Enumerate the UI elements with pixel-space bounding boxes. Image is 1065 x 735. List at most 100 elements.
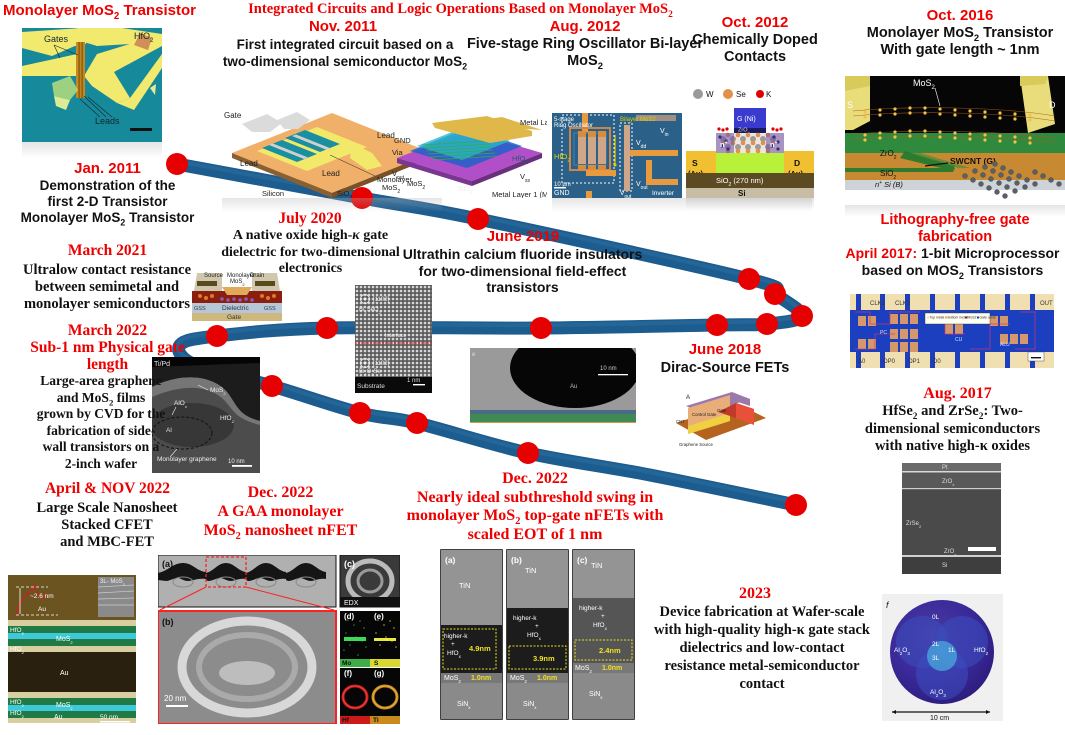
svg-text:MoS2: MoS2 [968, 316, 977, 320]
svg-text:OUT: OUT [1040, 301, 1053, 307]
svg-text:(a): (a) [162, 559, 173, 569]
svg-text:A0: A0 [858, 359, 866, 365]
svg-text:~2.6 nm: ~2.6 nm [30, 593, 54, 600]
svg-text:Si: Si [738, 189, 746, 198]
svg-text:2L: 2L [932, 641, 940, 648]
svg-text:D: D [1049, 100, 1056, 110]
svg-text:Metal Layer 2 (M2,Pd): Metal Layer 2 (M2,Pd) [520, 118, 547, 127]
svg-text:Graphene Source: Graphene Source [679, 442, 714, 447]
svg-text:3L: 3L [932, 655, 940, 662]
svg-text:EDX: EDX [344, 600, 359, 607]
svg-text:S: S [692, 158, 698, 168]
svg-text:Substrate: Substrate [357, 383, 385, 390]
svg-text:20 nm: 20 nm [164, 694, 187, 703]
svg-text:CLK3: CLK3 [895, 301, 911, 307]
svg-text:PC: PC [880, 330, 887, 336]
svg-text:(f): (f) [344, 669, 352, 678]
svg-text:Inverter: Inverter [652, 190, 675, 197]
svg-text:10 cm: 10 cm [930, 715, 949, 721]
svg-text:2.4nm: 2.4nm [599, 646, 621, 655]
svg-text:Bilayer MoS2: Bilayer MoS2 [620, 117, 656, 123]
svg-text:1 nm: 1 nm [407, 378, 420, 384]
svg-text:10 nm: 10 nm [228, 459, 245, 465]
svg-text:CLK1: CLK1 [870, 301, 886, 307]
svg-text:D0: D0 [933, 359, 941, 365]
svg-text:Control Gate: Control Gate [692, 412, 717, 417]
svg-text:Si: Si [942, 563, 947, 569]
svg-text:(g): (g) [374, 669, 385, 678]
svg-text:(c): (c) [577, 555, 588, 565]
svg-text:Se: Se [736, 90, 746, 99]
svg-text:GND: GND [394, 136, 411, 145]
svg-text:higher-k: higher-k [444, 633, 468, 640]
svg-text:+: + [535, 623, 539, 630]
svg-text:K: K [766, 90, 772, 99]
svg-text:GND: GND [554, 190, 570, 197]
svg-text:SiO2: SiO2 [457, 184, 473, 196]
svg-text:50 nm: 50 nm [100, 714, 118, 721]
svg-text:MoS2: MoS2 [407, 179, 425, 191]
svg-text:Gate oxide: Gate oxide [980, 316, 997, 320]
svg-text:10 nm: 10 nm [600, 366, 617, 372]
svg-text:(a): (a) [445, 555, 456, 565]
svg-text:Bottom metal: Bottom metal [948, 316, 968, 320]
svg-text:Gate: Gate [227, 314, 241, 321]
svg-text:1.0nm: 1.0nm [471, 675, 491, 682]
svg-text:S: S [374, 660, 379, 667]
svg-text:(c): (c) [344, 559, 355, 569]
svg-text:OP0: OP0 [883, 359, 896, 365]
svg-text:0L: 0L [932, 614, 940, 621]
svg-text:CNT: CNT [676, 419, 685, 424]
svg-text:[1102]: [1102] [373, 297, 390, 303]
svg-text:1L: 1L [948, 647, 956, 654]
svg-text:(d): (d) [344, 612, 355, 621]
svg-text:CU: CU [955, 337, 963, 343]
svg-text:Au: Au [54, 714, 63, 721]
svg-text:GSS: GSS [264, 306, 276, 312]
svg-text:SWCNT (G): SWCNT (G) [950, 156, 996, 166]
svg-text:1.0nm: 1.0nm [537, 675, 557, 682]
svg-text:Ti: Ti [373, 717, 379, 724]
svg-text:Silicon: Silicon [262, 189, 284, 198]
svg-text:Leads: Leads [95, 116, 120, 126]
svg-text:(e): (e) [374, 612, 384, 621]
svg-text:Lead: Lead [240, 159, 258, 168]
svg-text:10 µm: 10 µm [554, 182, 571, 188]
svg-text:higher-k: higher-k [579, 605, 603, 612]
svg-text:ALU: ALU [1000, 342, 1010, 348]
svg-text:S: S [847, 100, 853, 110]
svg-text:A: A [686, 395, 690, 401]
svg-text:OP1: OP1 [908, 359, 921, 365]
svg-text:higher-k: higher-k [513, 615, 537, 622]
svg-text:Au: Au [38, 606, 46, 613]
svg-text:Gate: Gate [717, 408, 727, 413]
svg-text:Vss: Vss [520, 172, 531, 184]
svg-text:(b): (b) [511, 555, 522, 565]
svg-text:Gates: Gates [44, 34, 69, 44]
svg-text:+: + [601, 613, 605, 620]
svg-text:Au: Au [60, 670, 69, 677]
svg-text:Mo: Mo [342, 660, 351, 667]
svg-text:1.0nm: 1.0nm [602, 665, 622, 672]
svg-text:4.9nm: 4.9nm [469, 644, 491, 653]
svg-text:(b): (b) [162, 617, 174, 627]
svg-text:[1102]: [1102] [373, 361, 390, 367]
svg-text:3.9nm: 3.9nm [533, 654, 555, 663]
svg-text:Au: Au [570, 384, 577, 390]
svg-text:Metal Layer 1 (M1,Ti/Au): Metal Layer 1 (M1,Ti/Au) [492, 190, 547, 198]
svg-text:TiN: TiN [591, 561, 602, 570]
svg-text:Hf: Hf [342, 717, 350, 724]
svg-text:Vout: Vout [392, 169, 405, 181]
svg-text:TiN: TiN [459, 581, 470, 590]
svg-text:Interface: Interface [385, 333, 406, 339]
svg-text:D: D [794, 158, 800, 168]
svg-text:Gate: Gate [224, 111, 242, 120]
svg-text:Ring Oscillator: Ring Oscillator [554, 123, 593, 129]
svg-text:W: W [706, 90, 714, 99]
svg-text:Lead: Lead [322, 169, 340, 178]
svg-text:Top metal: Top metal [930, 316, 945, 320]
svg-text:G (Ni): G (Ni) [737, 116, 756, 123]
svg-text:MoS2: MoS2 [230, 279, 245, 287]
svg-text:Via: Via [392, 148, 404, 157]
svg-text:+: + [451, 641, 455, 648]
